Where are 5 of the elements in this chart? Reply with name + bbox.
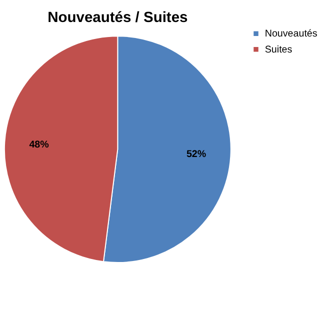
legend-label: Suites (264, 44, 292, 56)
legend-label: Nouveautés (264, 28, 318, 40)
chart-title: Nouveautés / Suites (48, 10, 188, 26)
data-label: 48% (29, 139, 50, 150)
data-label: 52% (186, 149, 206, 160)
